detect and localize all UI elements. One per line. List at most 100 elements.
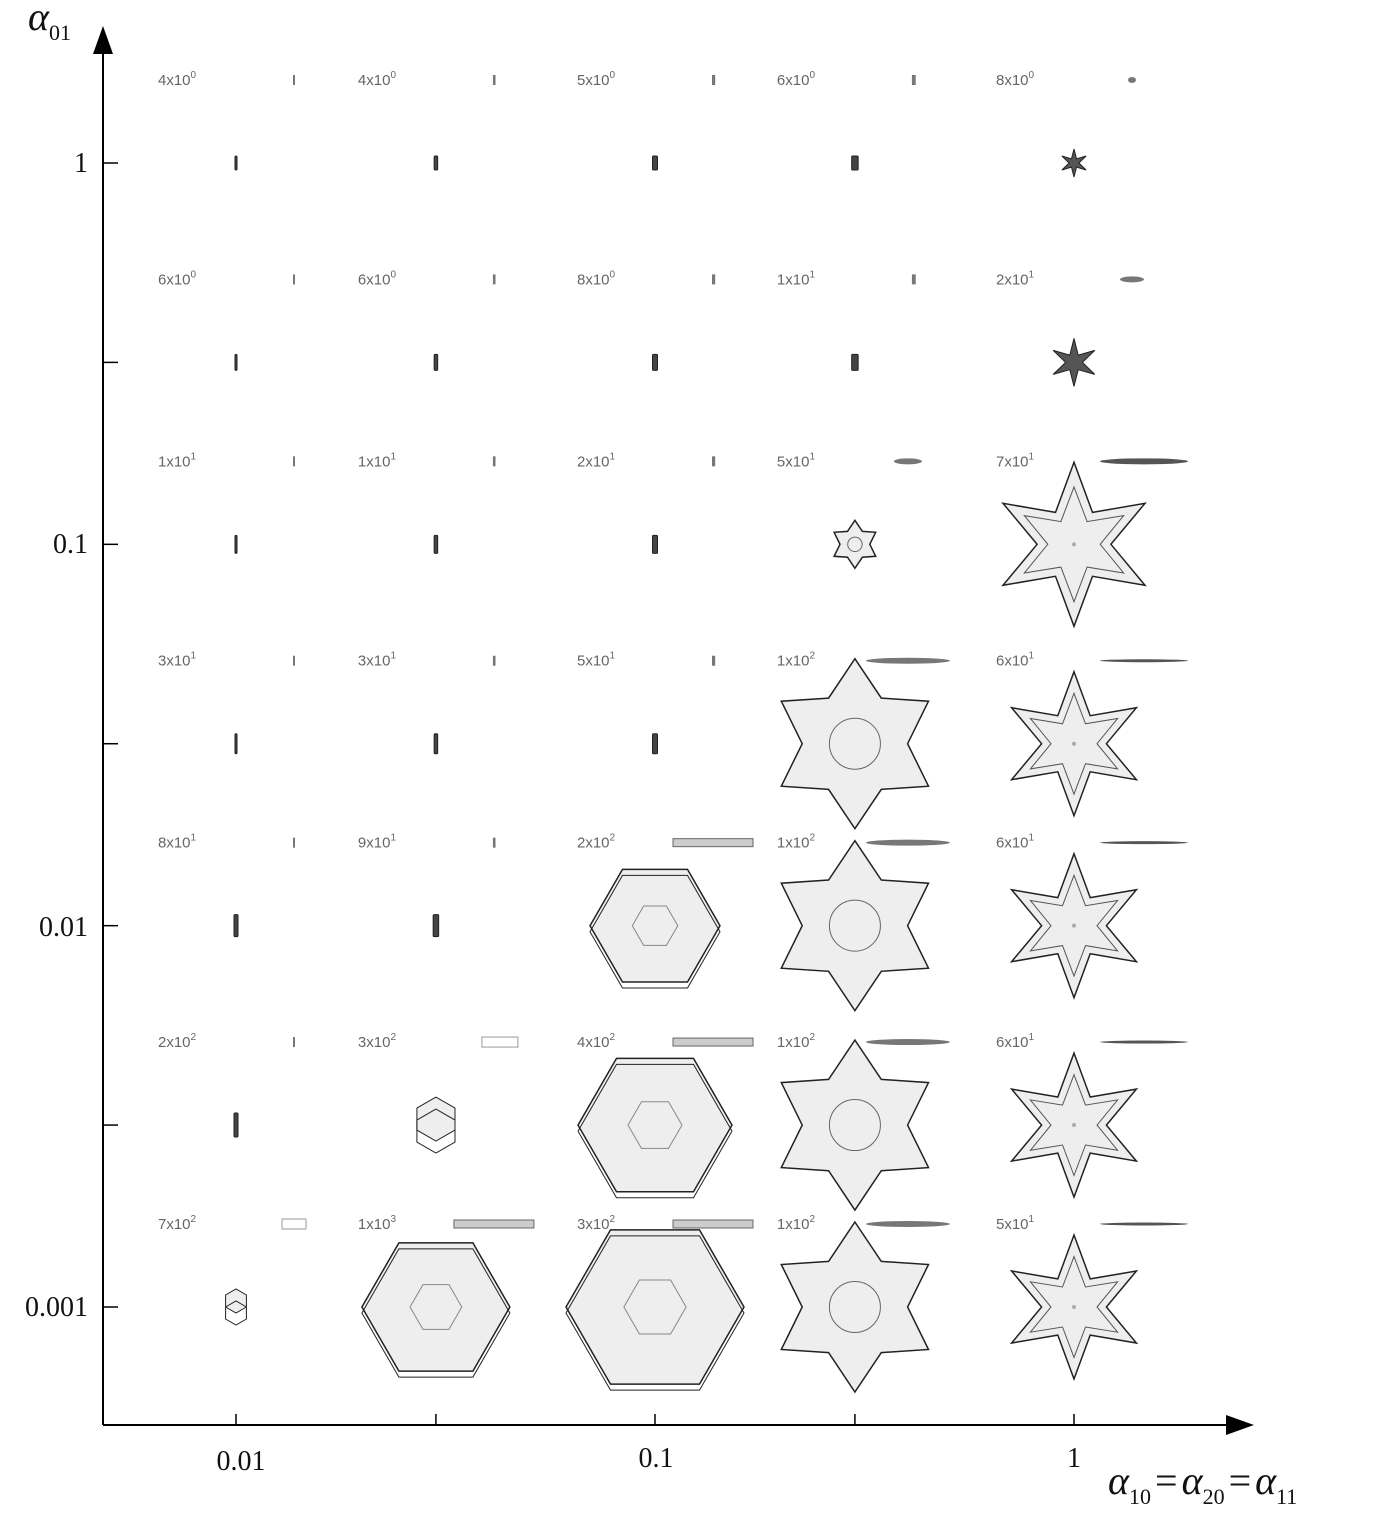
cell-exponent: 0 xyxy=(610,70,616,81)
cell-mantissa: 5x10 xyxy=(577,653,610,670)
cell-exponent: 1 xyxy=(1029,451,1035,462)
cell-scale-label: 6x100 xyxy=(158,269,197,288)
cell-exponent: 0 xyxy=(610,269,616,280)
x-label-sub: 11 xyxy=(1276,1484,1297,1509)
crystal-dendrite-inner xyxy=(1029,1255,1119,1359)
x-tick-label: 1 xyxy=(1067,1443,1081,1474)
cell-exponent: 0 xyxy=(809,70,815,81)
crystal-hex-bottom xyxy=(416,1108,456,1154)
cell-exponent: 1 xyxy=(191,651,197,662)
cell-exponent: 2 xyxy=(809,1214,815,1225)
cell-scale-label: 9x101 xyxy=(358,833,397,852)
cell-scale-label: 4x100 xyxy=(358,70,397,89)
cell-mantissa: 2x10 xyxy=(577,835,610,852)
crystal-side-view xyxy=(1120,276,1144,283)
crystal-side-view xyxy=(865,657,950,664)
y-tick-label: 1 xyxy=(74,148,88,179)
cell-mantissa: 3x10 xyxy=(577,1216,610,1233)
cell-exponent: 0 xyxy=(390,70,396,81)
crystal-hex-top xyxy=(416,1096,456,1142)
cell-exponent: 2 xyxy=(610,833,616,844)
cell-scale-label: 6x100 xyxy=(777,70,816,89)
cell-exponent: 0 xyxy=(191,269,197,280)
cell-mantissa: 7x10 xyxy=(158,1216,191,1233)
cell-scale-label: 5x101 xyxy=(577,651,616,670)
cell-exponent: 1 xyxy=(610,451,616,462)
crystal-star-core xyxy=(847,536,863,553)
cell-mantissa: 1x10 xyxy=(777,271,810,288)
crystal-side-view xyxy=(865,1221,950,1227)
cell-exponent: 1 xyxy=(191,833,197,844)
cell-exponent: 3 xyxy=(390,1214,396,1225)
crystal-side-view xyxy=(712,655,716,666)
x-label-part: α xyxy=(1182,1458,1204,1503)
cell-scale-label: 1x102 xyxy=(777,651,816,670)
crystal-column xyxy=(234,155,238,171)
y-tick-label: 0.1 xyxy=(53,529,88,560)
crystal-side-view xyxy=(865,1039,950,1046)
cell-exponent: 1 xyxy=(610,651,616,662)
cell-scale-label: 5x101 xyxy=(996,1214,1035,1233)
cell-scale-label: 1x102 xyxy=(777,1214,816,1233)
x-label-sub: 20 xyxy=(1203,1484,1225,1509)
crystal-hex-plate-edge xyxy=(577,1063,733,1199)
crystal-hex-plate xyxy=(361,1242,511,1372)
x-label-part: α xyxy=(1255,1458,1277,1503)
crystal-cell: 6x100 xyxy=(158,269,295,371)
crystal-center xyxy=(1072,1123,1076,1128)
crystal-column xyxy=(652,733,658,755)
crystal-center xyxy=(1072,741,1076,746)
crystal-side-view xyxy=(1100,1040,1188,1044)
crystal-column xyxy=(233,914,239,938)
crystal-hex-plate xyxy=(589,868,721,983)
cell-scale-label: 1x101 xyxy=(777,269,816,288)
y-tick-label: 0.001 xyxy=(25,1292,88,1323)
crystal-star-plate xyxy=(780,1220,930,1394)
crystal-cell: 1x103 xyxy=(358,1214,535,1378)
cell-mantissa: 5x10 xyxy=(996,1216,1029,1233)
crystal-star-plate xyxy=(832,518,877,570)
crystal-star-core xyxy=(828,1281,881,1333)
crystal-side-view xyxy=(1100,1222,1188,1226)
cell-scale-label: 4x102 xyxy=(577,1032,616,1051)
crystal-side-view xyxy=(293,837,295,848)
cell-mantissa: 6x10 xyxy=(996,1034,1029,1051)
cell-scale-label: 1x101 xyxy=(158,451,197,470)
crystal-side-view xyxy=(672,1219,754,1229)
crystal-side-view xyxy=(492,274,496,285)
cell-scale-label: 1x102 xyxy=(777,833,816,852)
crystal-side-view xyxy=(911,274,916,285)
cell-exponent: 2 xyxy=(809,833,815,844)
crystal-side-view xyxy=(1100,841,1188,845)
cell-exponent: 2 xyxy=(191,1214,197,1225)
crystal-side-view xyxy=(712,274,716,285)
cell-mantissa: 1x10 xyxy=(777,653,810,670)
crystal-cell: 5x101 xyxy=(996,1214,1188,1382)
x-tick-label: 0.01 xyxy=(217,1446,266,1477)
crystal-column xyxy=(433,353,439,371)
crystal-column xyxy=(433,733,439,755)
y-axis-subscript: 01 xyxy=(49,20,71,45)
cell-mantissa: 3x10 xyxy=(358,1034,391,1051)
crystal-star-core xyxy=(828,717,881,770)
cell-exponent: 1 xyxy=(390,651,396,662)
crystal-cell: 2x101 xyxy=(577,451,716,554)
cell-exponent: 0 xyxy=(191,70,197,81)
cell-scale-label: 6x101 xyxy=(996,1032,1035,1051)
crystal-star-plate xyxy=(780,839,930,1013)
crystal-star-plate xyxy=(780,657,930,831)
cell-exponent: 2 xyxy=(191,1032,197,1043)
cell-scale-label: 2x102 xyxy=(577,833,616,852)
crystal-cell: 3x102 xyxy=(358,1032,519,1154)
cell-mantissa: 5x10 xyxy=(577,72,610,89)
cell-mantissa: 8x10 xyxy=(577,271,610,288)
crystal-cell: 6x101 xyxy=(996,1032,1188,1200)
cell-mantissa: 2x10 xyxy=(577,453,610,470)
cell-mantissa: 1x10 xyxy=(777,1034,810,1051)
axis-ticks xyxy=(103,162,1075,1425)
crystal-side-view xyxy=(293,1037,295,1048)
crystal-star-core xyxy=(828,899,881,952)
cell-scale-label: 3x101 xyxy=(358,651,397,670)
cell-scale-label: 1x103 xyxy=(358,1214,397,1233)
